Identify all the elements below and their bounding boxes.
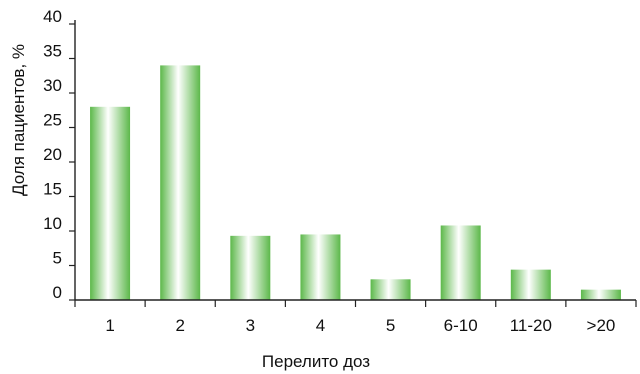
x-axis-title: Перелито доз <box>262 352 370 371</box>
x-tick-label: >20 <box>587 316 616 335</box>
x-tick-label: 2 <box>175 316 184 335</box>
y-tick-label: 20 <box>43 145 62 164</box>
y-tick-label: 15 <box>43 180 62 199</box>
y-tick-label: 5 <box>53 249 62 268</box>
bar-2 <box>160 65 201 301</box>
bar-_20 <box>580 289 621 300</box>
y-tick-label: 25 <box>43 111 62 130</box>
x-tick-label: 1 <box>105 316 114 335</box>
x-tick-label: 11-20 <box>510 316 552 335</box>
bar-5 <box>370 279 411 300</box>
y-tick-label: 30 <box>43 76 62 95</box>
x-tick-label: 3 <box>246 316 255 335</box>
bar-4 <box>300 234 341 300</box>
bar-6_10 <box>440 225 481 300</box>
bars-group <box>90 65 621 301</box>
x-tick-label: 5 <box>386 316 395 335</box>
y-axis-title: Доля пациентов, % <box>9 44 28 196</box>
y-tick-label: 10 <box>43 214 62 233</box>
x-tick-label: 6-10 <box>444 316 478 335</box>
x-axis: 1 2 3 4 5 6-10 11-20 >20 <box>74 299 637 335</box>
y-tick-label: 40 <box>43 7 62 26</box>
bar-11_20 <box>510 269 551 300</box>
bar-3 <box>230 235 271 300</box>
y-tick-label: 35 <box>43 42 62 61</box>
y-tick-label: 0 <box>53 283 62 302</box>
bar-1 <box>90 106 131 300</box>
y-axis: 0 5 10 15 20 25 30 35 40 <box>43 7 76 302</box>
x-tick-label: 4 <box>316 316 325 335</box>
